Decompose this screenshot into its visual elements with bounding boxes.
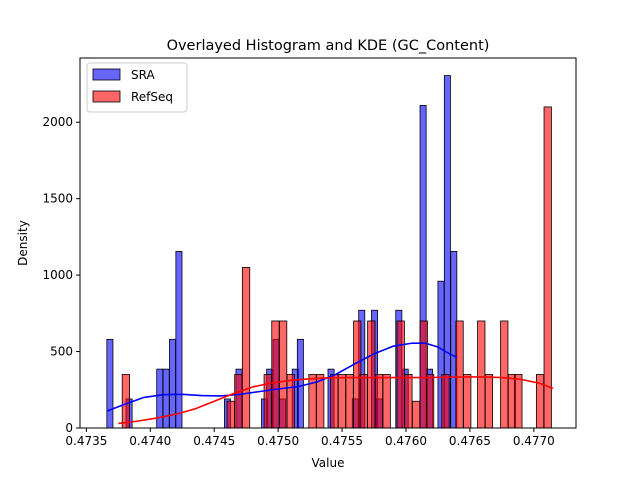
refseq-bar-18 — [396, 320, 405, 429]
x-tick-label: 0.4750 — [257, 434, 299, 448]
sra-bar-13 — [296, 338, 304, 429]
refseq-bar-26 — [477, 320, 486, 429]
refseq-bar-22 — [426, 374, 435, 429]
refseq-bar-20 — [411, 400, 421, 429]
x-tick-label: 0.4765 — [449, 434, 491, 448]
refseq-bar-19 — [404, 374, 413, 429]
x-axis-label: Value — [312, 456, 345, 470]
sra-bar-0 — [106, 338, 114, 429]
y-tick-label: 2000 — [42, 115, 73, 129]
y-tick-label: 1500 — [42, 192, 73, 206]
y-tick-label: 0 — [65, 421, 73, 435]
refseq-bar-7 — [286, 374, 295, 429]
x-tick-label: 0.4745 — [193, 434, 235, 448]
refseq-bar-15 — [367, 320, 376, 429]
sra-bar-3 — [162, 368, 170, 429]
refseq-bar-24 — [455, 320, 464, 429]
refseq-bar-14 — [359, 374, 368, 429]
chart-title: Overlayed Histogram and KDE (GC_Content) — [167, 38, 490, 54]
plot-frame — [79, 57, 577, 429]
refseq-bar-2 — [234, 374, 243, 429]
refseq-bar-12 — [345, 374, 354, 429]
y-tick-label: 1000 — [42, 268, 73, 282]
x-tick-label: 0.4740 — [129, 434, 171, 448]
refseq-bar-30 — [514, 374, 523, 429]
refseq-bar-10 — [330, 374, 339, 429]
refseq-bar-25 — [463, 374, 472, 429]
refseq-bar-23 — [441, 374, 450, 429]
refseq-bar-6 — [279, 320, 288, 429]
refseq-bar-1 — [226, 400, 235, 429]
sra-bar-5 — [175, 251, 183, 429]
refseq-bar-32 — [543, 106, 552, 429]
refseq-bar-17 — [382, 374, 391, 429]
refseq-bar-3 — [241, 267, 251, 429]
refseq-bar-5 — [271, 320, 280, 429]
refseq-bar-11 — [337, 374, 347, 429]
x-tick-label: 0.4735 — [65, 434, 107, 448]
legend-label-refseq: RefSeq — [131, 90, 173, 104]
legend-swatch-sra — [92, 68, 121, 81]
refseq-bar-16 — [374, 374, 384, 429]
y-tick-label: 500 — [50, 345, 73, 359]
refseq-bar-28 — [500, 320, 509, 429]
y-axis-ticks: 0 500 1000 1500 2000 — [42, 115, 80, 435]
legend: SRA RefSeq — [86, 62, 188, 113]
x-axis-ticks: 0.4735 0.4740 0.4745 0.4750 0.4755 0.4760 0.47… — [65, 428, 555, 448]
y-axis-label: Density — [16, 220, 30, 266]
kde-curves — [106, 342, 554, 425]
x-tick-label: 0.4770 — [513, 434, 555, 448]
sra-bar-2 — [156, 368, 164, 429]
sra-kde-line — [106, 342, 458, 412]
refseq-bar-27 — [484, 374, 494, 429]
x-tick-label: 0.4760 — [385, 434, 427, 448]
refseq-kde-line — [118, 376, 554, 425]
legend-swatch-refseq — [92, 90, 121, 103]
refseq-bar-0 — [121, 374, 130, 429]
x-tick-label: 0.4755 — [321, 434, 363, 448]
legend-label-sra: SRA — [131, 68, 155, 82]
